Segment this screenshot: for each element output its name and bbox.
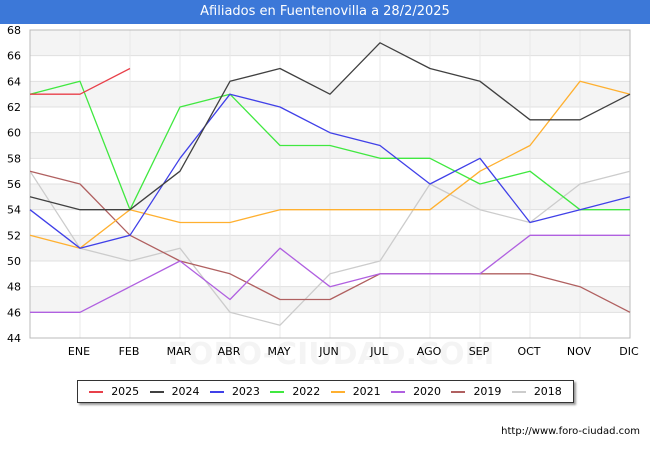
watermark: FORO-CIUDAD.COM <box>168 337 495 372</box>
x-tick-label: DIC <box>619 345 639 358</box>
legend-label: 2025 <box>111 385 140 398</box>
legend-item-2023: 2023 <box>209 385 260 398</box>
legend-item-2022: 2022 <box>270 385 320 398</box>
series-line-2023 <box>29 93 631 249</box>
series-lines <box>29 42 631 326</box>
x-tick-label: NOV <box>567 345 592 358</box>
legend-label: 2022 <box>292 385 321 398</box>
chart-title: Afiliados en Fuentenovilla a 28/2/2025 <box>0 0 650 24</box>
legend-label: 2024 <box>171 385 200 398</box>
y-tick-label: 54 <box>7 204 21 217</box>
y-tick-label: 64 <box>7 75 21 88</box>
legend-swatch <box>451 390 466 393</box>
y-tick-label: 44 <box>7 332 21 345</box>
x-tick-label: SEP <box>469 345 490 358</box>
legend-label: 2019 <box>473 385 502 398</box>
legend-item-2025: 2025 <box>89 385 139 398</box>
legend-swatch <box>149 390 164 393</box>
series-line-2025 <box>30 67 131 95</box>
y-tick-label: 68 <box>7 24 21 37</box>
legend-swatch <box>89 390 104 393</box>
y-axis-ticks: 44 46 48 50 52 54 56 58 60 62 64 66 68 <box>7 24 21 345</box>
legend-item-2021: 2021 <box>330 385 381 398</box>
series-line-2024 <box>29 42 631 211</box>
y-tick-label: 66 <box>7 50 21 63</box>
y-tick-label: 60 <box>7 127 21 140</box>
footer-url: http://www.foro-ciudad.com <box>501 426 640 437</box>
y-tick-label: 58 <box>7 152 21 165</box>
x-tick-label: FEB <box>119 345 140 358</box>
legend-label: 2018 <box>533 385 562 398</box>
x-tick-label: ABR <box>218 345 241 358</box>
y-tick-label: 52 <box>7 229 21 242</box>
x-axis-ticks: ENE FEB MAR ABR MAY JUN JUL AGO SEP OCT NOV DIC <box>68 345 639 358</box>
series-line-2020 <box>30 234 630 313</box>
legend-swatch <box>511 390 526 393</box>
x-tick-label: OCT <box>517 345 540 358</box>
legend-swatch <box>330 390 345 393</box>
legend-item-2020: 2020 <box>391 385 441 398</box>
legend: 2025 2024 2023 2022 2021 2020 2019 2018 <box>77 380 574 403</box>
plot-border <box>29 29 631 339</box>
y-tick-label: 50 <box>7 255 21 268</box>
x-tick-label: AGO <box>417 345 442 358</box>
x-tick-label: ENE <box>68 345 90 358</box>
legend-item-2018: 2018 <box>511 385 562 398</box>
y-tick-label: 56 <box>7 178 21 191</box>
legend-label: 2020 <box>413 385 442 398</box>
legend-item-2024: 2024 <box>149 385 200 398</box>
legend-label: 2023 <box>231 385 260 398</box>
x-tick-label: JUL <box>369 345 388 358</box>
legend-swatch <box>209 390 224 393</box>
y-tick-label: 62 <box>7 101 21 114</box>
x-tick-label: JUN <box>318 345 339 358</box>
legend-swatch <box>391 390 406 393</box>
legend-item-2019: 2019 <box>451 385 501 398</box>
y-tick-label: 46 <box>7 306 21 319</box>
x-tick-label: MAR <box>167 345 192 358</box>
legend-swatch <box>270 390 285 393</box>
y-tick-label: 48 <box>7 281 21 294</box>
legend-label: 2021 <box>352 385 381 398</box>
x-tick-label: MAY <box>268 345 291 358</box>
